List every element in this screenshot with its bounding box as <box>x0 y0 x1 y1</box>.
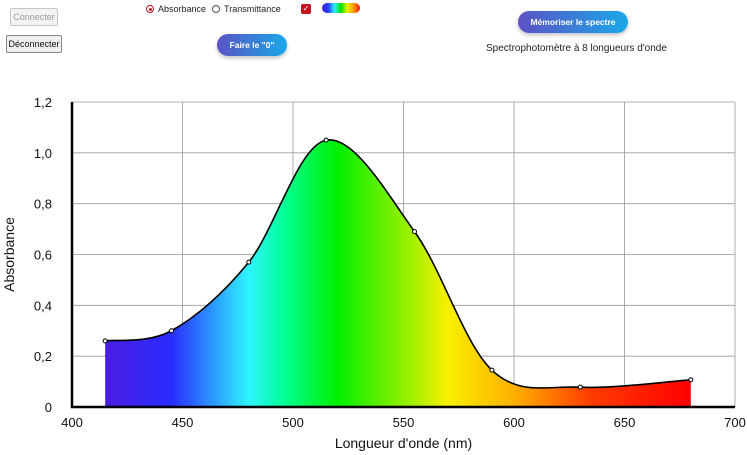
data-point <box>688 377 694 383</box>
x-axis-title: Longueur d'onde (nm) <box>335 435 472 451</box>
y-tick-label: 0 <box>45 400 52 415</box>
spectrum-color-checkbox[interactable]: ✓ <box>301 4 311 14</box>
instrument-subtitle: Spectrophotomètre à 8 longueurs d'onde <box>486 43 667 54</box>
x-tick-label: 650 <box>614 415 636 430</box>
x-tick-label: 450 <box>172 415 194 430</box>
connect-button[interactable]: Connecter <box>10 8 58 26</box>
data-point <box>577 384 583 390</box>
zero-calibration-button[interactable]: Faire le "0" <box>217 34 287 56</box>
display-mode-radio-group: Absorbance Transmittance <box>146 4 287 14</box>
y-tick-label: 0,6 <box>34 248 52 263</box>
y-tick-label: 0,2 <box>34 349 52 364</box>
x-tick-label: 700 <box>724 415 746 430</box>
y-tick-label: 1,0 <box>34 146 52 161</box>
data-point <box>323 137 329 143</box>
data-point <box>412 229 418 235</box>
absorbance-radio[interactable] <box>146 5 154 13</box>
data-point <box>489 367 495 373</box>
x-tick-label: 550 <box>393 415 415 430</box>
spectrum-curve-line <box>105 139 691 389</box>
transmittance-radio[interactable] <box>212 5 221 13</box>
data-points <box>102 137 694 390</box>
y-tick-label: 1,2 <box>34 95 52 110</box>
spectrum-area-fill <box>105 139 691 408</box>
save-spectrum-button[interactable]: Mémoriser le spectre <box>518 11 628 33</box>
absorbance-radio-label[interactable]: Absorbance <box>158 4 207 14</box>
x-tick-label: 500 <box>282 415 304 430</box>
data-point <box>246 259 252 265</box>
data-point <box>168 328 174 334</box>
chart-axes <box>70 102 735 409</box>
data-point <box>102 338 108 344</box>
transmittance-radio-label[interactable]: Transmittance <box>224 4 281 14</box>
tick-labels: 400 450 500 550 600 650 700 0 0,2 0,4 0,6 0,8 1,0 1,2 <box>34 95 746 430</box>
x-tick-label: 600 <box>503 415 525 430</box>
y-tick-label: 0,4 <box>34 298 52 313</box>
y-axis-title: Absorbance <box>1 217 17 292</box>
x-tick-label: 400 <box>61 415 83 430</box>
y-tick-label: 0,8 <box>34 197 52 212</box>
disconnect-button[interactable]: Déconnecter <box>6 35 62 53</box>
spectrum-colors-swatch <box>322 3 360 13</box>
